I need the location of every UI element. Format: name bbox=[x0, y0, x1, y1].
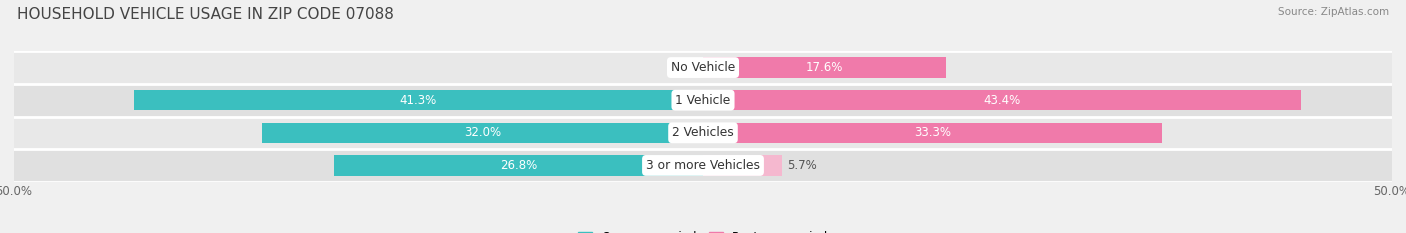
Legend: Owner-occupied, Renter-occupied: Owner-occupied, Renter-occupied bbox=[578, 231, 828, 233]
Bar bbox=[333, 155, 703, 175]
Text: 26.8%: 26.8% bbox=[499, 159, 537, 172]
Bar bbox=[14, 149, 1392, 182]
Bar bbox=[262, 123, 703, 143]
Text: 5.7%: 5.7% bbox=[787, 159, 817, 172]
Text: No Vehicle: No Vehicle bbox=[671, 61, 735, 74]
Bar bbox=[703, 123, 1161, 143]
Bar bbox=[14, 116, 1392, 149]
Text: HOUSEHOLD VEHICLE USAGE IN ZIP CODE 07088: HOUSEHOLD VEHICLE USAGE IN ZIP CODE 0708… bbox=[17, 7, 394, 22]
Text: 2 Vehicles: 2 Vehicles bbox=[672, 126, 734, 139]
Bar bbox=[703, 58, 945, 78]
Text: 17.6%: 17.6% bbox=[806, 61, 844, 74]
Bar bbox=[134, 90, 703, 110]
Text: 32.0%: 32.0% bbox=[464, 126, 501, 139]
Text: 43.4%: 43.4% bbox=[983, 94, 1021, 107]
Text: Source: ZipAtlas.com: Source: ZipAtlas.com bbox=[1278, 7, 1389, 17]
Bar bbox=[703, 155, 782, 175]
Bar bbox=[703, 90, 1301, 110]
Text: 3 or more Vehicles: 3 or more Vehicles bbox=[645, 159, 761, 172]
Text: 33.3%: 33.3% bbox=[914, 126, 950, 139]
Bar bbox=[14, 51, 1392, 84]
Text: 41.3%: 41.3% bbox=[399, 94, 437, 107]
Text: 1 Vehicle: 1 Vehicle bbox=[675, 94, 731, 107]
Bar bbox=[14, 84, 1392, 116]
